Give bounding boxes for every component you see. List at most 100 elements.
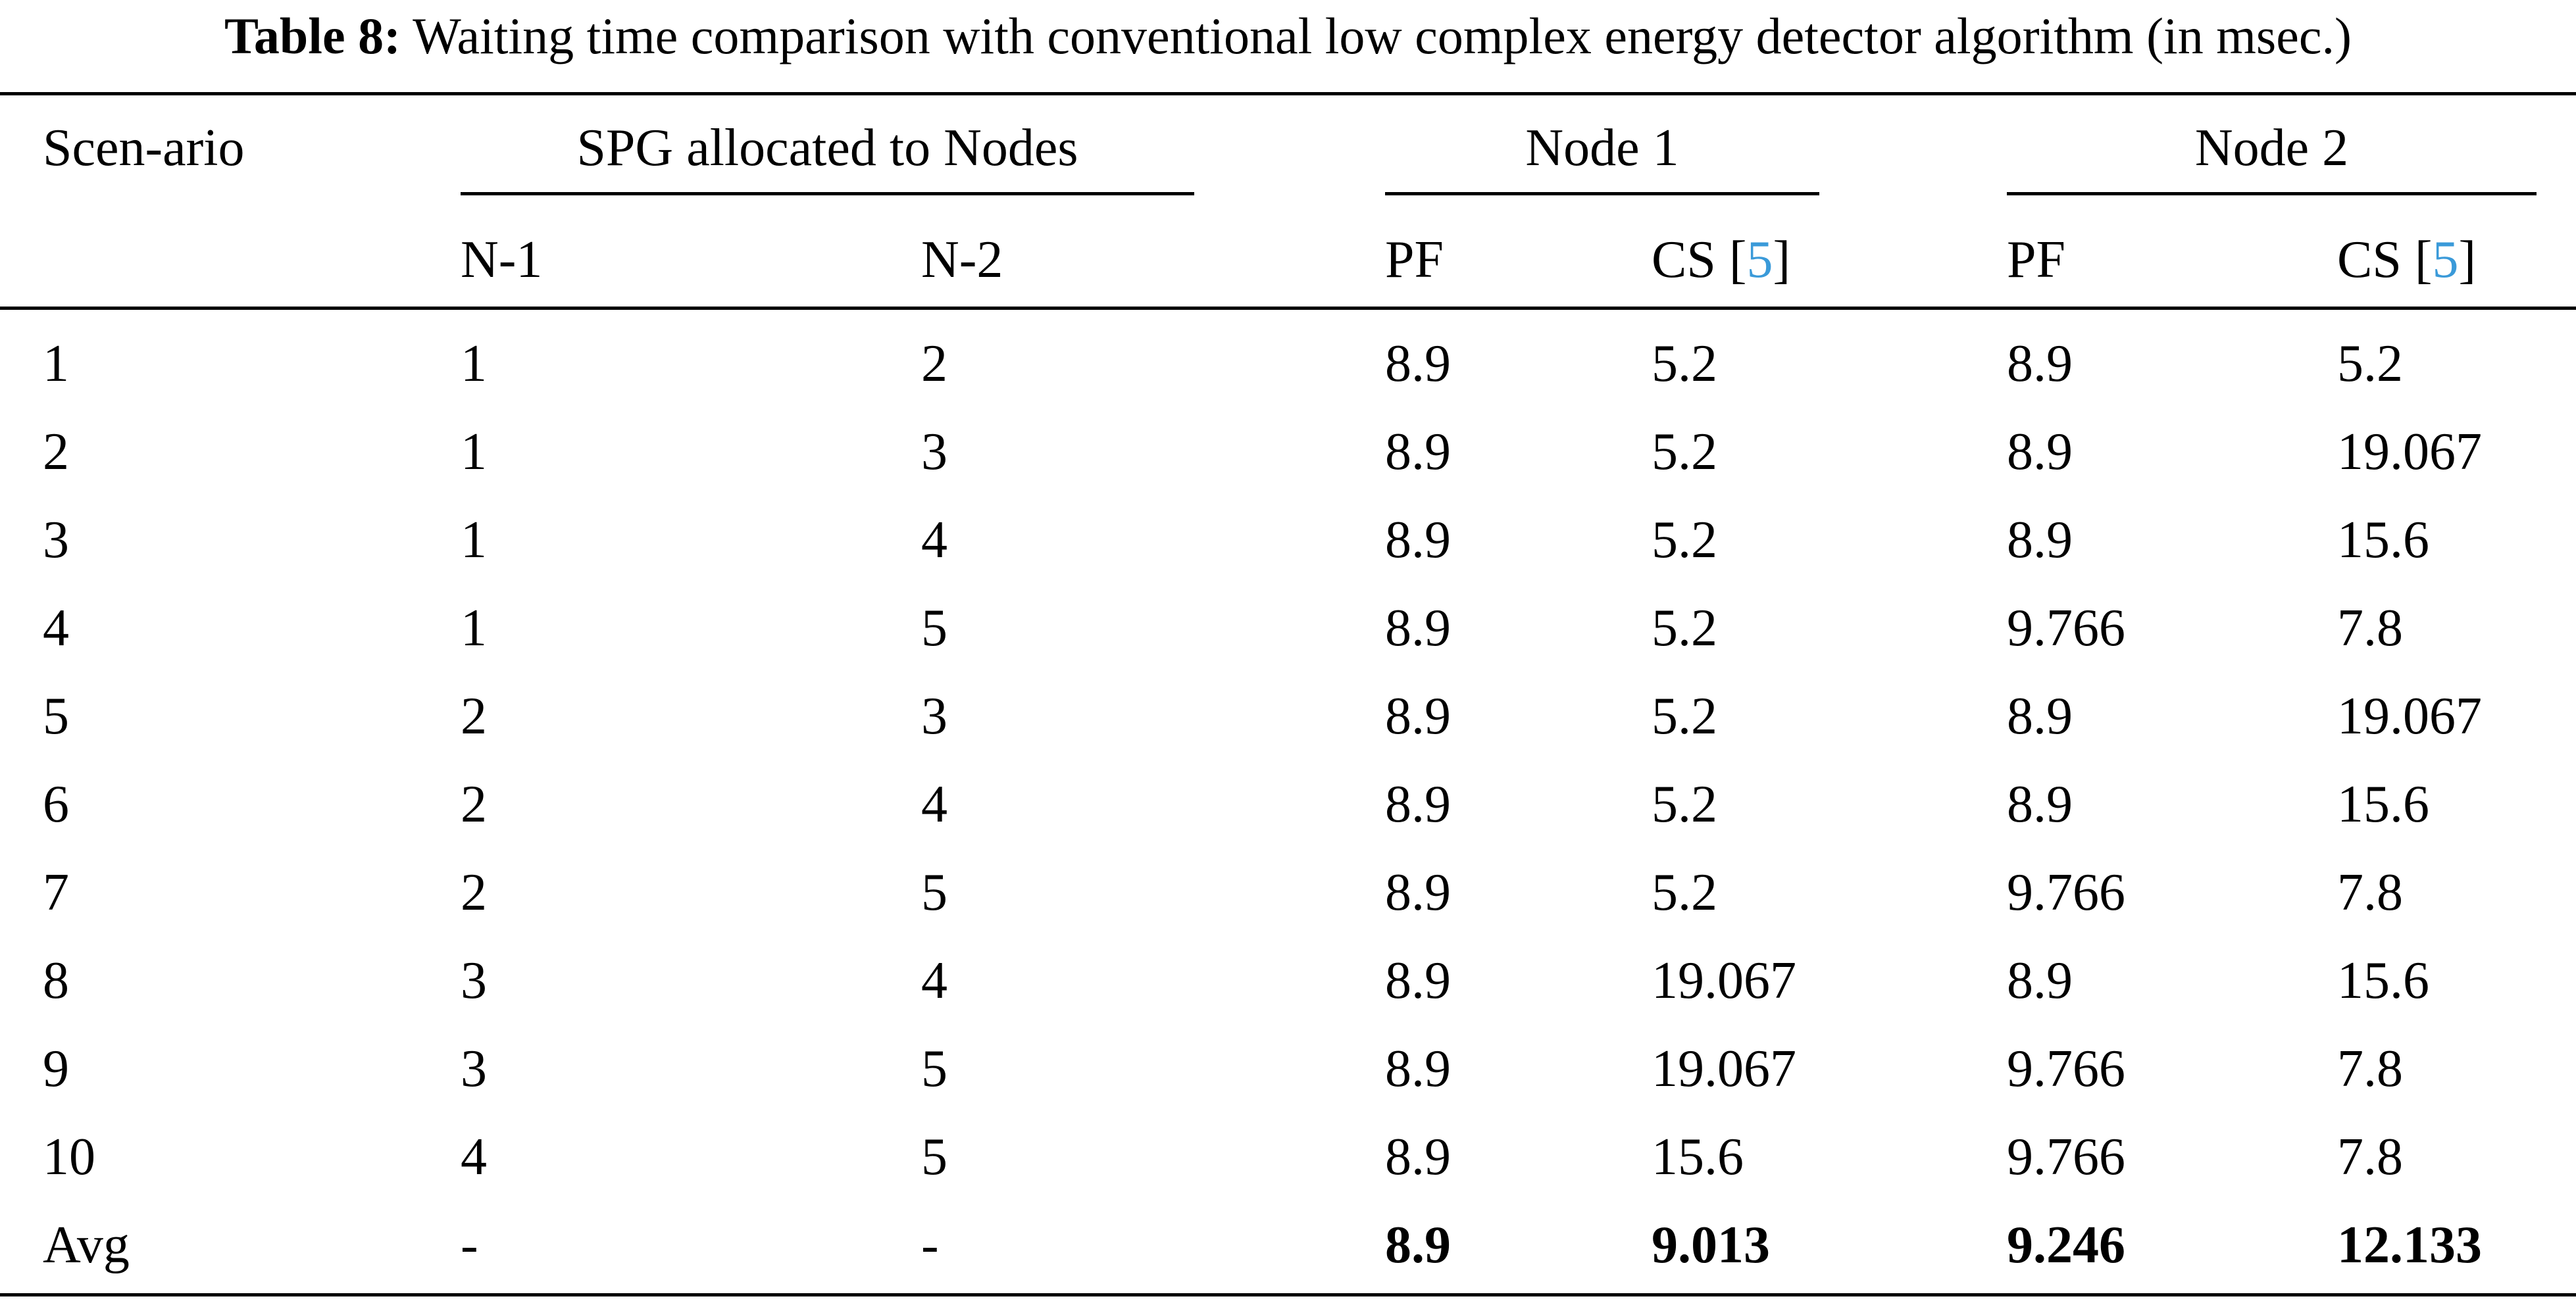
avg-cell-node2-cs: 12.133 (2337, 1216, 2482, 1274)
table-cell-n2: 3 (921, 687, 947, 745)
table-cell-node2-cs: 7.8 (2337, 599, 2403, 657)
table-cell-node1-pf: 8.9 (1385, 1128, 1451, 1186)
node1-group-rule (1385, 192, 1819, 195)
table-cell-node2-pf: 8.9 (2007, 776, 2073, 833)
table-cell-node1-pf: 8.9 (1385, 511, 1451, 569)
cs-prefix: CS [ (2337, 231, 2433, 289)
header-node1-group: Node 1 (1525, 119, 1679, 177)
table-cell-node2-cs: 7.8 (2337, 1040, 2403, 1098)
table-cell-node1-cs: 19.067 (1652, 952, 1796, 1010)
table-cell-node2-pf: 8.9 (2007, 423, 2073, 481)
header-node1-pf: PF (1385, 231, 1444, 289)
bottom-rule (0, 1293, 2576, 1296)
table-cell-n1: 1 (461, 335, 487, 393)
table-cell-node1-pf: 8.9 (1385, 776, 1451, 833)
table-cell-scenario: 2 (43, 423, 69, 481)
citation-link[interactable]: 5 (2432, 231, 2459, 289)
avg-cell-node2-pf: 9.246 (2007, 1216, 2125, 1274)
table-cell-n2: 5 (921, 599, 947, 657)
table-cell-node2-cs: 7.8 (2337, 1128, 2403, 1186)
table-cell-node2-pf: 9.766 (2007, 599, 2125, 657)
table-cell-node1-pf: 8.9 (1385, 864, 1451, 922)
table-cell-node1-cs: 5.2 (1652, 423, 1717, 481)
table-caption-text: Waiting time comparison with conventiona… (413, 7, 2352, 64)
avg-cell-node1-cs: 9.013 (1652, 1216, 1770, 1274)
table-caption: Table 8: Waiting time comparison with co… (0, 0, 2576, 72)
table-cell-scenario: 9 (43, 1040, 69, 1098)
table-cell-scenario: 6 (43, 776, 69, 833)
table-cell-n1: 2 (461, 687, 487, 745)
table-cell-node2-cs: 5.2 (2337, 335, 2403, 393)
table-cell-scenario: 7 (43, 864, 69, 922)
table-cell-node2-cs: 15.6 (2337, 952, 2429, 1010)
table-cell-node1-cs: 5.2 (1652, 687, 1717, 745)
avg-cell-n1: - (461, 1216, 478, 1274)
avg-cell-node1-pf: 8.9 (1385, 1216, 1451, 1274)
table-cell-n2: 5 (921, 1040, 947, 1098)
table-cell-n1: 1 (461, 511, 487, 569)
table-cell-node2-pf: 8.9 (2007, 511, 2073, 569)
header-rule (0, 307, 2576, 310)
table-cell-node2-pf: 8.9 (2007, 335, 2073, 393)
table-cell-n2: 4 (921, 776, 947, 833)
table-cell-node1-cs: 15.6 (1652, 1128, 1744, 1186)
table-cell-n1: 2 (461, 864, 487, 922)
table-cell-node2-cs: 15.6 (2337, 776, 2429, 833)
table-cell-node1-pf: 8.9 (1385, 599, 1451, 657)
header-scenario: Scen-ario (43, 119, 245, 177)
table-cell-n1: 1 (461, 599, 487, 657)
table-cell-n1: 1 (461, 423, 487, 481)
table-cell-scenario: 4 (43, 599, 69, 657)
header-spg-group: SPG allocated to Nodes (576, 119, 1078, 177)
cs-prefix: CS [ (1652, 231, 1747, 289)
table-cell-n2: 3 (921, 423, 947, 481)
node2-group-rule (2007, 192, 2537, 195)
table-cell-node2-cs: 7.8 (2337, 864, 2403, 922)
table-cell-node2-cs: 19.067 (2337, 687, 2482, 745)
table-cell-n2: 5 (921, 864, 947, 922)
citation-link[interactable]: 5 (1746, 231, 1773, 289)
table-cell-node1-cs: 5.2 (1652, 599, 1717, 657)
table-cell-node1-cs: 5.2 (1652, 511, 1717, 569)
top-rule (0, 92, 2576, 95)
header-node1-cs: CS [5] (1652, 227, 1790, 293)
table-cell-n2: 5 (921, 1128, 947, 1186)
table-cell-node2-cs: 19.067 (2337, 423, 2482, 481)
table-cell-node2-pf: 9.766 (2007, 1128, 2125, 1186)
header-node2-pf: PF (2007, 231, 2065, 289)
table-cell-n2: 4 (921, 511, 947, 569)
table-cell-node1-cs: 19.067 (1652, 1040, 1796, 1098)
table-cell-node1-cs: 5.2 (1652, 864, 1717, 922)
cs-suffix: ] (2458, 231, 2477, 289)
table-cell-scenario: 10 (43, 1128, 95, 1186)
table-cell-node1-cs: 5.2 (1652, 335, 1717, 393)
table-cell-scenario: 1 (43, 335, 69, 393)
header-n2: N-2 (921, 231, 1003, 289)
table-cell-node1-cs: 5.2 (1652, 776, 1717, 833)
table-cell-n2: 2 (921, 335, 947, 393)
cs-suffix: ] (1773, 231, 1791, 289)
table-cell-node2-pf: 8.9 (2007, 952, 2073, 1010)
table-cell-n1: 2 (461, 776, 487, 833)
table-cell-node1-pf: 8.9 (1385, 687, 1451, 745)
header-node2-group: Node 2 (2194, 119, 2349, 177)
table-cell-node1-pf: 8.9 (1385, 1040, 1451, 1098)
table-cell-n1: 3 (461, 952, 487, 1010)
table-cell-node1-pf: 8.9 (1385, 952, 1451, 1010)
table-cell-node2-cs: 15.6 (2337, 511, 2429, 569)
table-cell-node2-pf: 8.9 (2007, 687, 2073, 745)
avg-cell-scenario: Avg (43, 1216, 130, 1274)
table-cell-node1-pf: 8.9 (1385, 423, 1451, 481)
table-cell-node1-pf: 8.9 (1385, 335, 1451, 393)
header-n1: N-1 (461, 231, 543, 289)
table-caption-label: Table 8: (224, 7, 401, 64)
table-cell-node2-pf: 9.766 (2007, 1040, 2125, 1098)
spg-group-rule (461, 192, 1194, 195)
header-node2-cs: CS [5] (2337, 227, 2476, 293)
table-cell-node2-pf: 9.766 (2007, 864, 2125, 922)
table-cell-scenario: 8 (43, 952, 69, 1010)
table-cell-n1: 3 (461, 1040, 487, 1098)
table-cell-n1: 4 (461, 1128, 487, 1186)
table-cell-scenario: 5 (43, 687, 69, 745)
table-cell-scenario: 3 (43, 511, 69, 569)
